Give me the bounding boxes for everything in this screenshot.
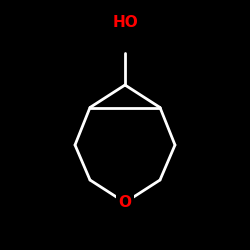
Text: HO: HO	[112, 15, 138, 30]
Text: O: O	[118, 195, 132, 210]
